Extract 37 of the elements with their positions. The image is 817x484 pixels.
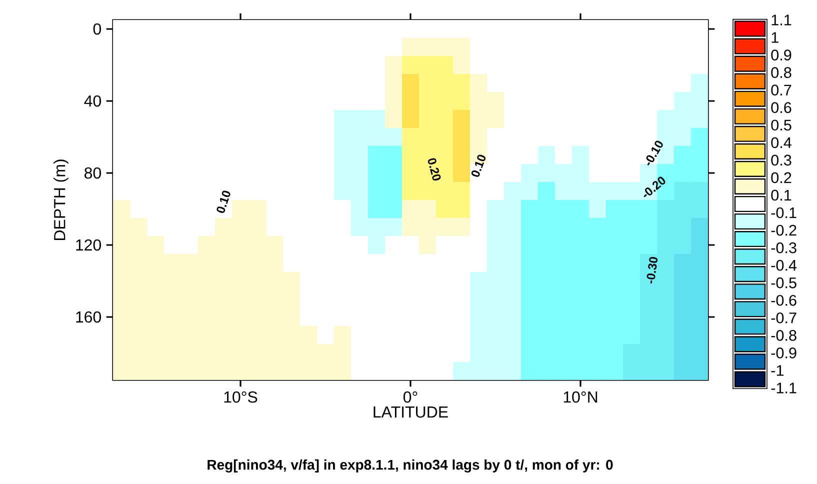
annotation: 0.20 bbox=[428, 158, 441, 181]
color-bar-label: 0.6 bbox=[771, 102, 792, 114]
color-bar-label: 0.4 bbox=[771, 137, 792, 148]
color-bar-label: 0.1 bbox=[771, 190, 792, 201]
y-tick-label: 80 bbox=[84, 167, 102, 179]
y-tick-label: 0 bbox=[93, 23, 102, 35]
x-tick-label: 10°S bbox=[224, 391, 258, 403]
color-bar-label: -0.1 bbox=[771, 207, 796, 218]
annotation: 0.10 bbox=[216, 190, 230, 213]
color-bar-label: -0.4 bbox=[771, 260, 797, 271]
color-bar-label: -0.9 bbox=[771, 348, 796, 358]
color-bar-label: -1 bbox=[771, 365, 784, 376]
y-tick-label: 40 bbox=[84, 95, 102, 107]
color-bar-label: 0.5 bbox=[771, 120, 792, 131]
color-bar-label: 0.8 bbox=[771, 67, 792, 78]
color-bar-label: 0.2 bbox=[771, 172, 792, 184]
color-bar-label: -0.6 bbox=[771, 294, 796, 306]
y-tick-label: 160 bbox=[76, 311, 102, 323]
y-axis-title: DEPTH (m) bbox=[54, 160, 68, 240]
color-bar-label: -0.5 bbox=[771, 277, 796, 288]
color-bar-label: -1.1 bbox=[771, 382, 796, 394]
color-bar-label: 0.7 bbox=[771, 84, 792, 96]
y-tick-label: 120 bbox=[76, 239, 102, 251]
annotation: 0.10 bbox=[471, 154, 486, 177]
x-tick-label: 10°N bbox=[564, 391, 598, 403]
x-axis-title: LATITUDE bbox=[374, 406, 448, 418]
color-bar-label: 1 bbox=[772, 32, 778, 43]
color-bar-label: -0.3 bbox=[771, 242, 796, 254]
annotation: -0.30 bbox=[646, 257, 658, 284]
color-bar-label: -0.8 bbox=[771, 330, 796, 341]
color-bar-label: 0.3 bbox=[771, 154, 792, 166]
color-bar-label: -0.2 bbox=[771, 224, 796, 236]
text: Reg[nino34, v/fa] in exp8.1.1, nino34 lags by 0 t/, mon of yr: 0 bbox=[208, 459, 613, 473]
x-tick-label: 0° bbox=[403, 391, 418, 403]
color-bar-label: 0.9 bbox=[771, 50, 792, 60]
color-bar-label: -0.7 bbox=[771, 312, 796, 324]
color-bar-label: 1.1 bbox=[772, 14, 792, 26]
